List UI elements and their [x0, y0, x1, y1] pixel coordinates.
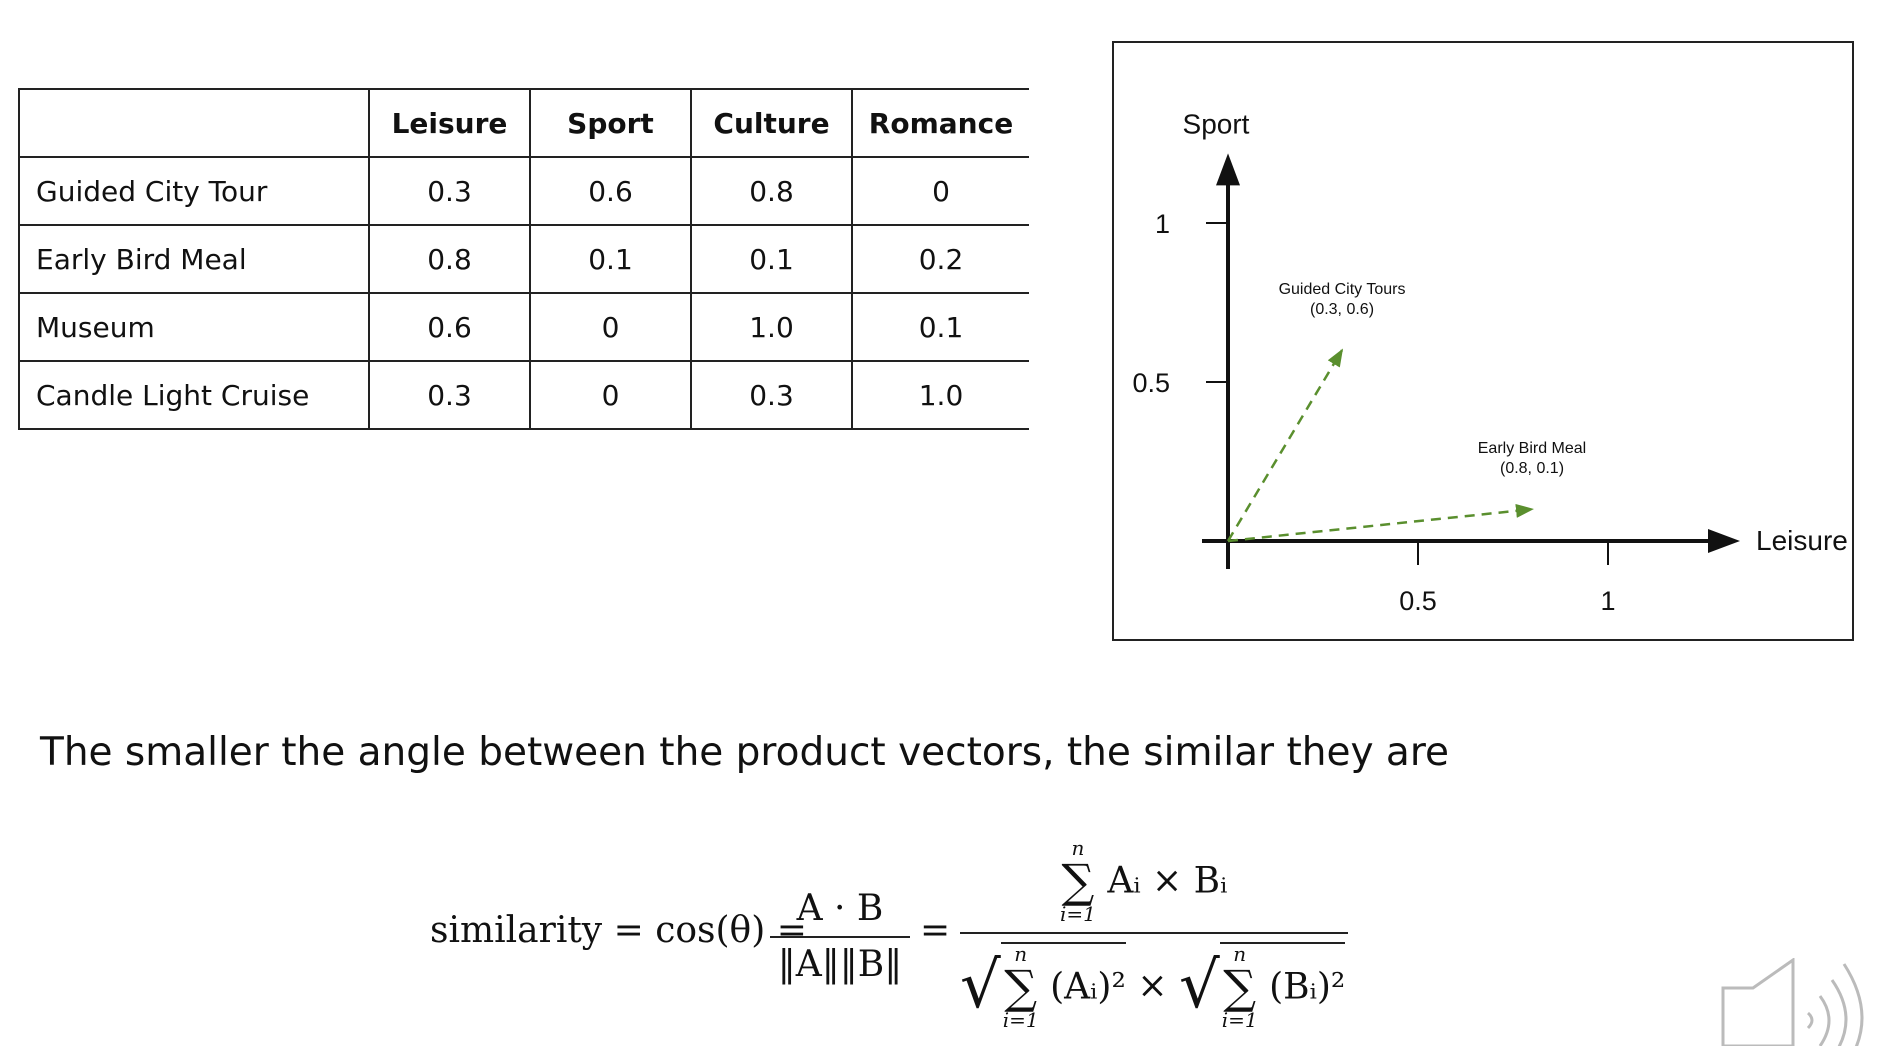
fraction-denominator: ‖A‖‖B‖ — [777, 944, 903, 985]
table-cell: 0.1 — [529, 224, 692, 294]
numerator-term: Aᵢ × Bᵢ — [1107, 860, 1228, 902]
feature-table: Leisure Sport Culture Romance Guided Cit… — [18, 88, 1029, 430]
vector-coords: (0.3, 0.6) — [1310, 301, 1374, 318]
times-sign: × — [1137, 965, 1168, 1007]
table-header-cell: Culture — [690, 88, 853, 158]
fraction-bar — [770, 936, 910, 938]
table-cell: 0.8 — [690, 156, 853, 226]
cosine-similarity-formula: similarity = cos(θ) = A · B ‖A‖‖B‖ = n ∑… — [430, 838, 1350, 1038]
table-header-cell: Romance — [851, 88, 1029, 158]
sum-lower-limit: i=1 — [1002, 1008, 1039, 1032]
table-cell: 1.0 — [851, 360, 1029, 430]
table-cell: 0 — [529, 292, 692, 362]
summation-symbol: n ∑ i=1 — [1003, 944, 1039, 1030]
x-axis-arrowhead — [1708, 529, 1740, 553]
y-axis-arrowhead — [1216, 153, 1240, 186]
table-cell: 0.3 — [690, 360, 853, 430]
y-axis-label: Sport — [1183, 108, 1250, 139]
fraction-dot-over-norms: A · B ‖A‖‖B‖ — [770, 884, 910, 990]
sum-numerator: n ∑ i=1 Aᵢ × Bᵢ — [1060, 838, 1227, 924]
summation-symbol: n ∑ i=1 — [1222, 944, 1258, 1030]
sqrt-icon: √ — [960, 949, 1001, 1023]
summation-symbol: n ∑ i=1 — [1060, 838, 1096, 924]
vector-chart: Leisure Sport 0.5 1 1 0.5 Guided City Tours (0.… — [1112, 41, 1854, 641]
table-cell: 0.3 — [368, 156, 531, 226]
x-axis-label: Leisure — [1756, 525, 1848, 556]
vector-arrow — [1226, 348, 1344, 542]
denominator-term-a: (Aᵢ)² — [1050, 966, 1126, 1008]
table-cell: Guided City Tour — [18, 156, 370, 226]
table-cell: 0.6 — [368, 292, 531, 362]
table-header-row: Leisure Sport Culture Romance — [18, 88, 1029, 158]
fraction-sum-form: n ∑ i=1 Aᵢ × Bᵢ √ n ∑ i=1 (Aᵢ)² × √ n ∑ — [960, 838, 1348, 1038]
table-cell: Candle Light Cruise — [18, 360, 370, 430]
table-cell: Museum — [18, 292, 370, 362]
sum-lower-limit: i=1 — [1060, 902, 1096, 926]
table-header-cell: Sport — [529, 88, 692, 158]
sum-denominator: √ n ∑ i=1 (Aᵢ)² × √ n ∑ i=1 (Bᵢ)² — [960, 942, 1346, 1030]
fraction-bar — [960, 932, 1348, 934]
table-cell: 0.1 — [851, 292, 1029, 362]
table-header-cell: Leisure — [368, 88, 531, 158]
sigma-icon: ∑ — [1061, 854, 1095, 908]
vector-label: Early Bird Meal — [1478, 440, 1586, 457]
sigma-icon: ∑ — [1004, 960, 1038, 1014]
sum-upper-limit: n — [1233, 942, 1247, 966]
table-cell: 0.6 — [529, 156, 692, 226]
table-cell: 1.0 — [690, 292, 853, 362]
table-row: Early Bird Meal 0.8 0.1 0.1 0.2 — [18, 224, 1029, 294]
radicand: n ∑ i=1 (Aᵢ)² — [1000, 942, 1126, 1030]
denominator-term-b: (Bᵢ)² — [1269, 966, 1346, 1008]
table-cell: 0.1 — [690, 224, 853, 294]
table-cell: Early Bird Meal — [18, 224, 370, 294]
sum-lower-limit: i=1 — [1221, 1008, 1258, 1032]
y-tick-label: 1 — [1155, 209, 1170, 239]
sigma-icon: ∑ — [1223, 960, 1257, 1014]
table-cell: 0 — [851, 156, 1029, 226]
table-row: Candle Light Cruise 0.3 0 0.3 1.0 — [18, 360, 1029, 430]
table-cell: 0.8 — [368, 224, 531, 294]
equals-sign: = — [920, 910, 951, 951]
table-cell: 0 — [529, 360, 692, 430]
sum-upper-limit: n — [1014, 942, 1028, 966]
statement-text: The smaller the angle between the produc… — [40, 730, 1449, 775]
x-tick-label: 1 — [1600, 586, 1615, 616]
table-cell: 0.3 — [368, 360, 531, 430]
y-tick-label: 0.5 — [1132, 368, 1170, 398]
vector-coords: (0.8, 0.1) — [1500, 460, 1564, 477]
sum-upper-limit: n — [1071, 836, 1085, 860]
radicand: n ∑ i=1 (Bᵢ)² — [1219, 942, 1346, 1030]
table-row: Museum 0.6 0 1.0 0.1 — [18, 292, 1029, 362]
table-header-cell — [18, 88, 370, 158]
table-cell: 0.2 — [851, 224, 1029, 294]
sqrt-icon: √ — [1178, 949, 1220, 1023]
fraction-numerator: A · B — [796, 888, 884, 929]
speaker-volume-icon[interactable] — [1718, 958, 1880, 1046]
formula-lhs: similarity = cos(θ) = — [430, 910, 807, 951]
x-tick-label: 0.5 — [1399, 586, 1437, 616]
table-row: Guided City Tour 0.3 0.6 0.8 0 — [18, 156, 1029, 226]
vector-label: Guided City Tours — [1279, 281, 1406, 298]
